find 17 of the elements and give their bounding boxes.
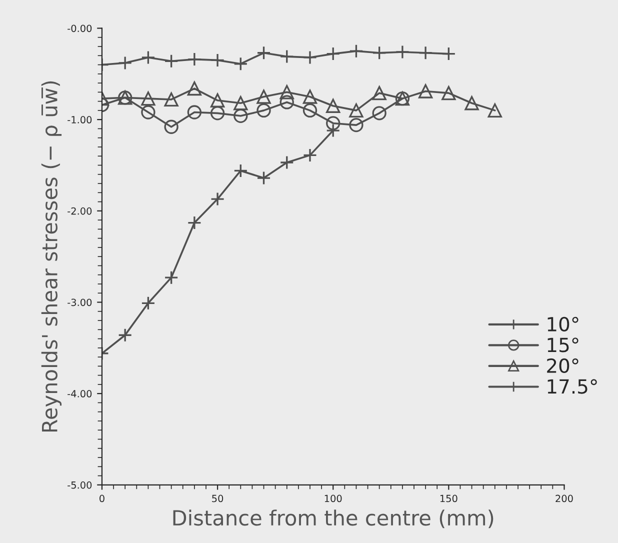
x-tick-label: 150 [440,494,458,502]
y-tick-label: -5.00 [68,481,92,489]
y-tick-label: -3.00 [68,298,92,306]
legend-label: 20° [547,358,578,374]
legend-label: 15° [548,338,578,352]
y-tick-label: -1.00 [68,116,92,124]
legend-label: 17.5° [548,379,597,394]
x-tick-label: 0 [100,494,104,502]
x-tick-label: 50 [212,494,224,502]
legend-label: 10° [548,316,578,332]
y-axis-title: Reynolds' shear stresses (− ρ u̅w̅) [41,81,62,432]
y-tick-label: -4.00 [68,390,92,398]
y-tick-label: -0.00 [68,24,92,32]
x-axis-title: Distance from the centre (mm) [173,510,494,528]
y-tick-label: -2.00 [68,207,92,215]
x-tick-label: 100 [324,494,342,502]
x-tick-label: 200 [556,494,573,502]
